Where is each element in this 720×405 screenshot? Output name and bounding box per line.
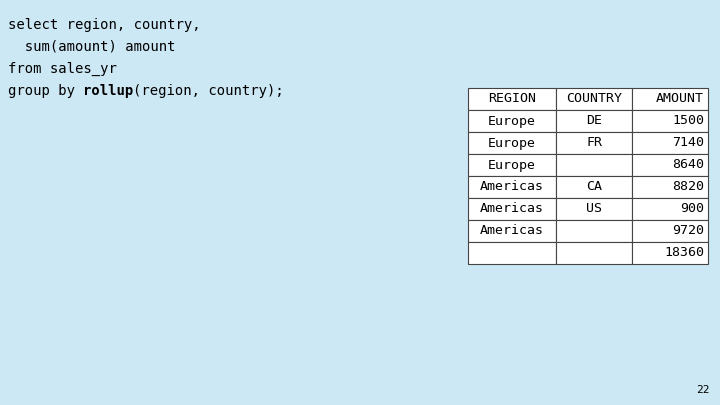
Text: rollup: rollup [83,84,133,98]
Bar [556,154,632,176]
Text: 22: 22 [696,385,710,395]
Bar [632,242,708,264]
Bar [468,154,556,176]
Bar [556,242,632,264]
Bar [468,198,556,220]
Text: REGION: REGION [488,92,536,105]
Bar [468,132,556,154]
Bar [556,88,632,110]
Text: Europe: Europe [488,136,536,149]
Bar [632,132,708,154]
Bar [632,154,708,176]
Bar [556,110,632,132]
Text: Europe: Europe [488,115,536,128]
Text: CA: CA [586,181,602,194]
Text: from sales_yr: from sales_yr [8,62,117,76]
Bar [468,88,556,110]
Text: COUNTRY: COUNTRY [566,92,622,105]
Text: 8640: 8640 [672,158,704,171]
Text: 8820: 8820 [672,181,704,194]
Text: 18360: 18360 [664,247,704,260]
Text: Americas: Americas [480,181,544,194]
Bar [632,220,708,242]
Text: DE: DE [586,115,602,128]
Bar [632,176,708,198]
Text: AMOUNT: AMOUNT [656,92,704,105]
Bar [468,242,556,264]
Text: (region, country);: (region, country); [133,84,284,98]
Bar [556,176,632,198]
Text: 900: 900 [680,202,704,215]
Bar [468,220,556,242]
Bar [556,132,632,154]
Bar [468,176,556,198]
Bar [632,88,708,110]
Text: Americas: Americas [480,202,544,215]
Text: FR: FR [586,136,602,149]
Bar [556,198,632,220]
Text: sum(amount) amount: sum(amount) amount [8,40,176,54]
Bar [468,110,556,132]
Text: 9720: 9720 [672,224,704,237]
Text: Americas: Americas [480,224,544,237]
Bar [556,220,632,242]
Text: group by: group by [8,84,84,98]
Text: 1500: 1500 [672,115,704,128]
Text: 7140: 7140 [672,136,704,149]
Bar [632,110,708,132]
Bar [632,198,708,220]
Text: select region, country,: select region, country, [8,18,201,32]
Text: Europe: Europe [488,158,536,171]
Text: US: US [586,202,602,215]
